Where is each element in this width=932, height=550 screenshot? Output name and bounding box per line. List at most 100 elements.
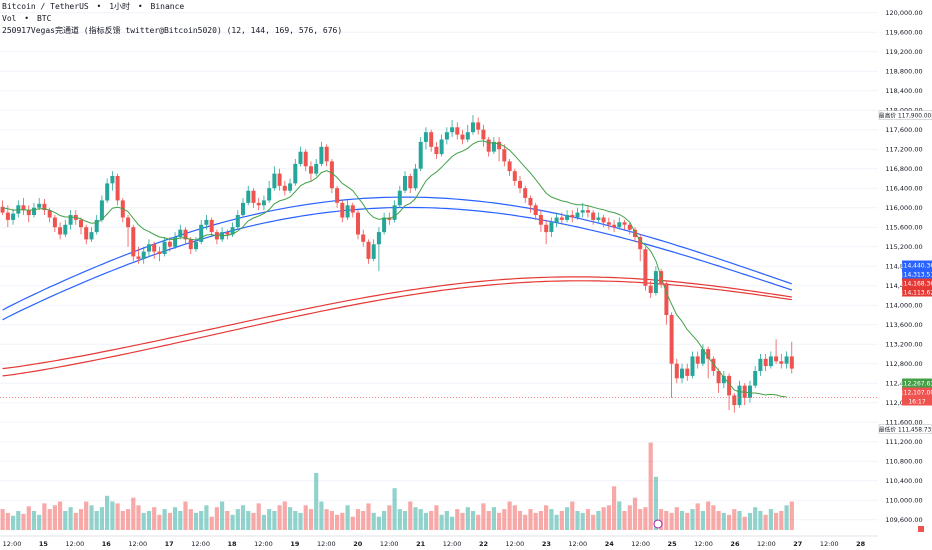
volume-bar: [774, 512, 779, 530]
candle-body: [627, 224, 632, 230]
candle-body: [47, 210, 52, 218]
volume-bar: [335, 514, 340, 530]
candle-body: [309, 166, 313, 174]
price-tick-label: 118,800.00: [885, 68, 922, 76]
time-tick-label: 20: [353, 540, 363, 548]
candle-body: [439, 139, 444, 155]
time-axis[interactable]: 12:00 15 12:00 16 12:00 17 12:00 18 12:00 19 12:00…: [0, 535, 878, 548]
candle-body: [235, 215, 240, 228]
volume-bar: [669, 512, 674, 530]
indicator-name[interactable]: 250917Vegas完通道 (指标反馈 twitter@Bitcoin5020…: [2, 26, 343, 35]
volume-legend[interactable]: Vol • BTC: [2, 14, 54, 24]
volume-bar: [497, 512, 502, 530]
indicator-legend[interactable]: 250917Vegas完通道 (指标反馈 twitter@Bitcoin5020…: [2, 26, 345, 36]
candle: [423, 127, 428, 150]
candle: [444, 127, 449, 145]
candle-body: [314, 163, 319, 174]
candle-body: [596, 217, 601, 220]
candle-body: [471, 122, 475, 133]
volume-bar: [120, 511, 125, 530]
candle-body: [282, 185, 287, 191]
price-tag-bg: [902, 287, 932, 297]
candle: [324, 144, 329, 167]
volume-bar: [512, 505, 517, 530]
candle-body: [768, 356, 773, 367]
volume-bar: [429, 511, 434, 530]
time-tick-label: 28: [856, 540, 866, 548]
candle: [439, 134, 444, 157]
volume-bar: [105, 495, 110, 530]
candle-body: [303, 151, 308, 167]
candle-body: [272, 173, 277, 189]
volume-bar: [643, 507, 648, 530]
candle: [256, 197, 261, 211]
price-tick-label: 119,200.00: [885, 48, 922, 56]
volume-bar: [397, 509, 402, 530]
volume-bar: [779, 511, 784, 530]
time-tick-label: 23: [542, 540, 551, 548]
candle: [21, 197, 26, 216]
volume-bar: [146, 511, 152, 530]
candle-body: [246, 190, 251, 203]
vegas-676-line: [2, 280, 792, 377]
volume-bar: [491, 507, 496, 530]
volume-bar: [173, 507, 178, 530]
time-tick-label: 15: [39, 540, 49, 548]
volume-bar: [679, 511, 685, 530]
candle: [434, 141, 439, 159]
price-tick-label: 110,400.00: [885, 477, 922, 485]
candle: [638, 234, 643, 262]
candle: [716, 368, 721, 393]
price-tick-label: 112,800.00: [885, 360, 922, 368]
candle-body: [423, 132, 428, 142]
candle-body: [329, 161, 334, 189]
volume-bar: [716, 511, 721, 530]
volume-tag-icon: [918, 526, 924, 532]
volume-bar: [758, 511, 763, 530]
candle-body: [643, 249, 648, 286]
candle: [727, 373, 732, 411]
candle: [700, 344, 705, 367]
volume-bar: [131, 497, 136, 530]
volume-bar: [288, 507, 293, 530]
volume-bar: [235, 509, 240, 530]
candle: [758, 353, 763, 376]
candle: [58, 222, 63, 240]
candle: [685, 363, 690, 381]
candle-body: [141, 251, 146, 259]
volume-bar: [261, 514, 266, 530]
candle-body: [465, 132, 470, 140]
candle: [789, 341, 794, 374]
price-tags: 114,440.36 114,313.51 114,168.36 114,113.62…: [653, 110, 932, 532]
symbol-name[interactable]: Bitcoin / TetherUS: [2, 2, 89, 11]
volume-bar: [37, 514, 42, 530]
candle: [570, 210, 575, 223]
symbol-legend[interactable]: Bitcoin / TetherUS • 1小时 • Binance: [2, 2, 187, 12]
candle: [241, 197, 245, 218]
candle-body: [538, 215, 543, 225]
candle: [131, 224, 136, 262]
candle: [481, 124, 486, 147]
candle-body: [225, 232, 230, 235]
volume-bar: [570, 501, 575, 530]
price-tick-label: 117,200.00: [885, 146, 922, 154]
candle-body: [617, 222, 622, 228]
price-tick-label: 119,600.00: [885, 29, 922, 37]
candle-body: [481, 129, 486, 140]
volume-bar: [277, 505, 282, 530]
candle-body: [42, 203, 47, 211]
candle: [397, 185, 402, 208]
volume-bar: [402, 511, 408, 530]
timeframe[interactable]: 1小时: [109, 2, 131, 11]
volume-bar: [376, 516, 381, 530]
candle: [774, 339, 779, 364]
candle: [507, 158, 512, 177]
ema12-line: [0, 140, 878, 398]
volume-bar: [225, 511, 230, 530]
candle: [627, 222, 632, 235]
candle: [63, 219, 68, 237]
volume-bar: [768, 509, 773, 530]
candle-body: [601, 217, 606, 223]
separator: •: [137, 2, 143, 11]
